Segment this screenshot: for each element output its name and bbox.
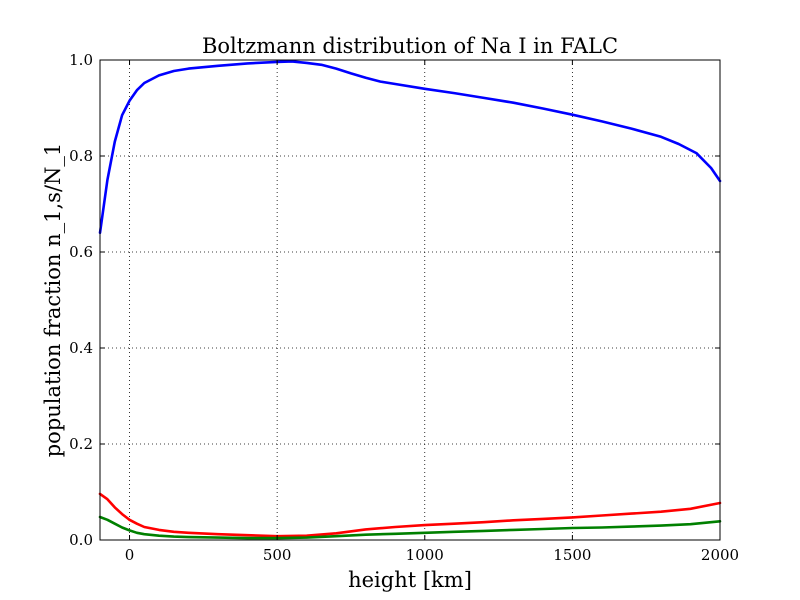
grid-lines [100,60,720,540]
data-series [98,60,722,540]
plot-frame [99,59,721,541]
series-line [98,492,722,538]
y-tick-label: 0.6 [69,243,93,261]
series-line [98,515,722,540]
chart-title: Boltzmann distribution of Na I in FALC [202,34,618,58]
x-tick-label: 2000 [701,546,739,564]
x-tick-label: 500 [263,546,292,564]
y-tick-label: 0.4 [69,339,93,357]
y-tick-label: 1.0 [69,51,93,69]
x-axis-label: height [km] [348,568,472,592]
y-tick-label: 0.2 [69,435,93,453]
x-tick-label: 1000 [406,546,444,564]
x-tick-label: 0 [125,546,135,564]
y-axis-label: population fraction n_1,s/N_1 [41,143,65,458]
x-tick-label: 1500 [553,546,591,564]
axis-ticks: 0 500 1000 1500 2000 0.0 0.2 0.4 0.6 0.8 1.0 [69,51,739,564]
series-line [98,60,722,235]
y-tick-label: 0.8 [69,147,93,165]
y-tick-label: 0.0 [69,531,93,549]
